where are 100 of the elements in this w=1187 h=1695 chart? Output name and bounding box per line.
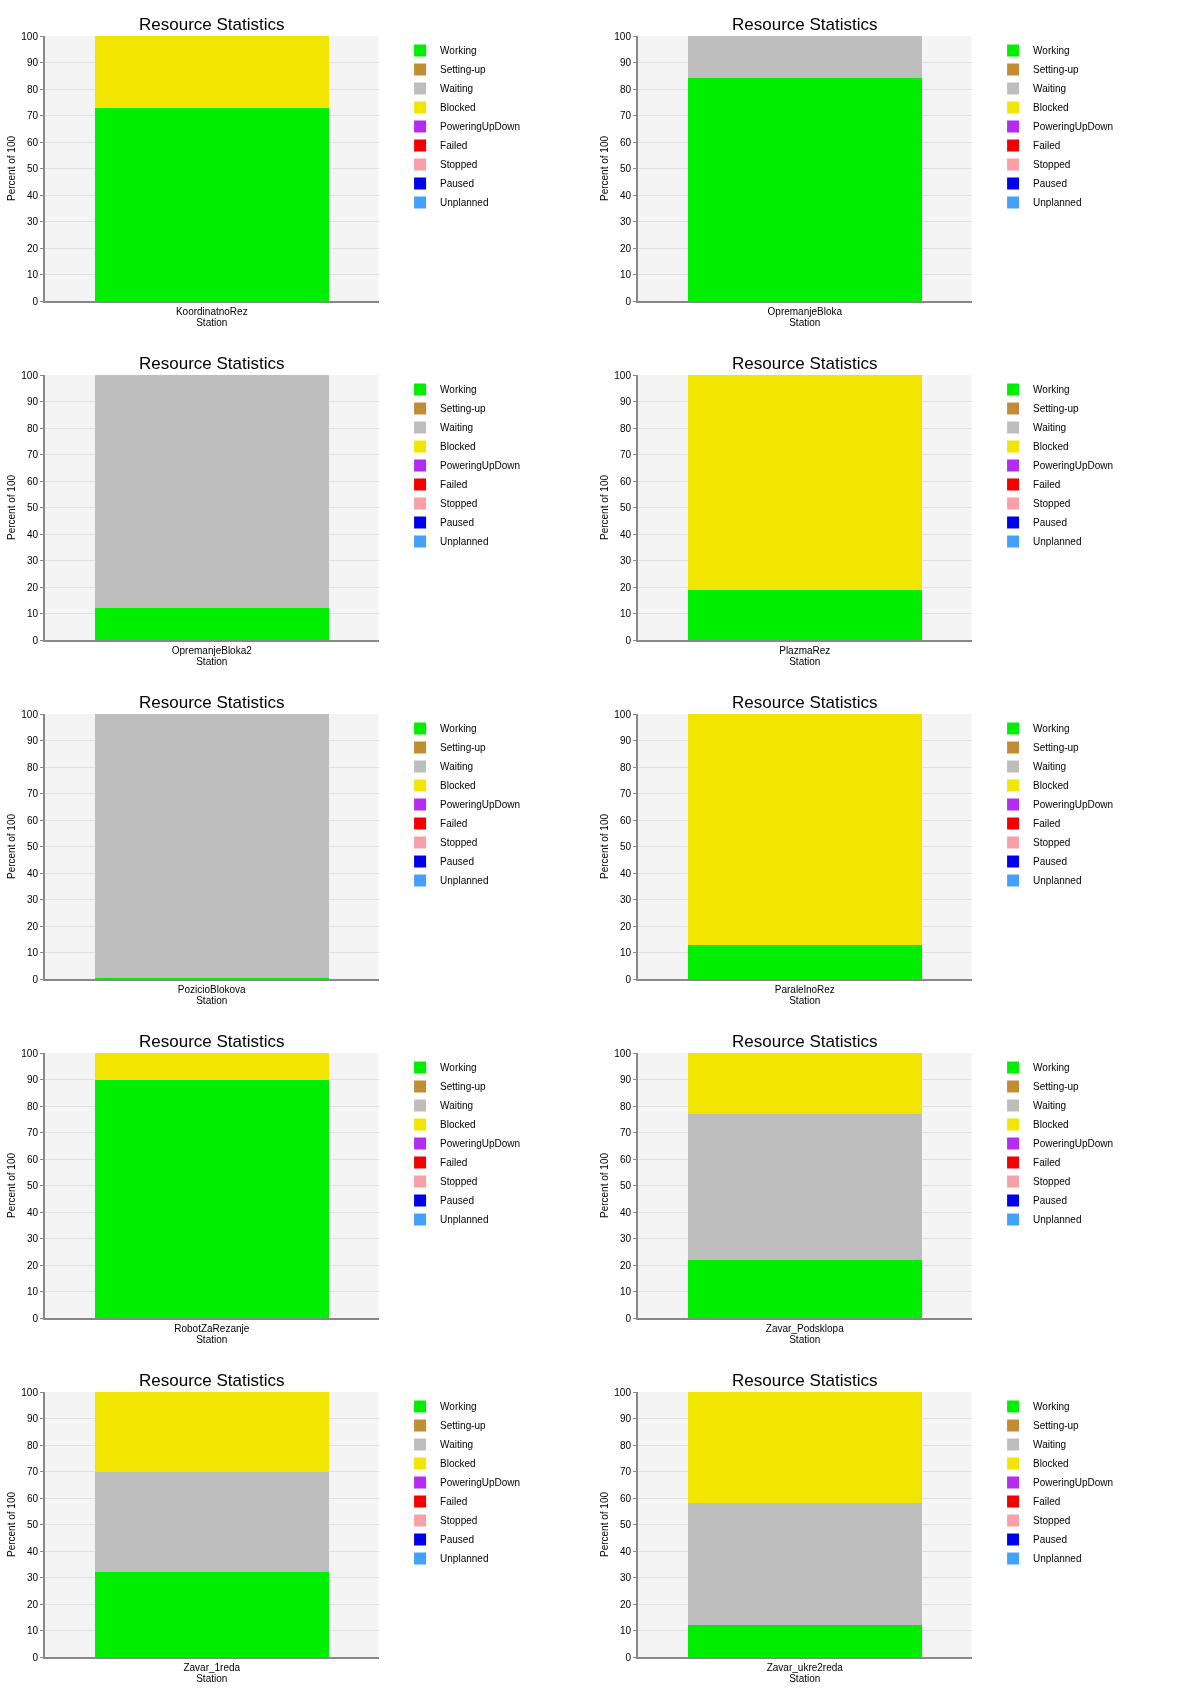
y-tick-label: 60 — [619, 1492, 632, 1504]
legend-label: Unplanned — [440, 875, 489, 887]
legend-label: Waiting — [440, 422, 474, 434]
legend-label: Setting-up — [1033, 1420, 1080, 1432]
legend-label: Waiting — [1033, 422, 1067, 434]
y-tick-label: 70 — [26, 1127, 39, 1138]
y-tick-label: 70 — [26, 449, 39, 460]
y-tick-label: 30 — [26, 894, 39, 905]
legend-label: Stopped — [1033, 498, 1071, 510]
y-tick-label: 100 — [614, 1047, 632, 1059]
legend-label: Waiting — [1033, 761, 1067, 773]
legend-label: Stopped — [440, 498, 478, 510]
y-tick-label: 100 — [614, 708, 632, 720]
y-axis-title: Percent of 100 — [5, 1152, 17, 1219]
legend-label: Working — [1033, 1062, 1070, 1074]
x-tick-label: OpremanjeBloka2 — [171, 645, 253, 656]
chart-title: Resource Statistics — [139, 15, 285, 34]
chart-title: Resource Statistics — [732, 1371, 878, 1390]
x-axis-title: Station — [196, 995, 228, 1006]
y-tick-label: 100 — [21, 369, 39, 381]
chart-title: Resource Statistics — [732, 1032, 878, 1051]
y-tick-label: 50 — [26, 1519, 39, 1530]
legend-label: Failed — [440, 818, 468, 830]
y-tick-label: 60 — [619, 475, 632, 487]
y-tick-label: 40 — [26, 189, 39, 201]
y-tick-label: 10 — [26, 947, 39, 958]
x-tick-label: PlazmaRez — [779, 645, 831, 656]
y-tick-label: 80 — [619, 83, 632, 95]
y-tick-label: 40 — [619, 528, 632, 540]
y-tick-label: 70 — [619, 788, 632, 799]
chart-title: Resource Statistics — [139, 354, 285, 373]
x-tick-label: OpremanjeBloka — [767, 306, 843, 317]
legend-label: PoweringUpDown — [1033, 460, 1114, 472]
y-tick-label: 90 — [26, 396, 39, 407]
x-tick-label: KoordinatnoRez — [175, 306, 248, 317]
y-tick-label: 70 — [619, 110, 632, 121]
y-tick-label: 10 — [26, 1286, 39, 1297]
legend-label: Setting-up — [1033, 1081, 1080, 1093]
chart-title: Resource Statistics — [139, 1032, 285, 1051]
y-tick-label: 20 — [26, 1259, 39, 1271]
legend-label: Failed — [440, 479, 468, 491]
y-tick-label: 60 — [619, 814, 632, 826]
x-axis-title: Station — [789, 656, 821, 667]
y-tick-label: 100 — [21, 1386, 39, 1398]
legend-label: Failed — [440, 1157, 468, 1169]
y-tick-label: 30 — [619, 1572, 632, 1583]
y-axis-title: Percent of 100 — [5, 135, 17, 202]
y-tick-label: 30 — [619, 894, 632, 905]
legend-label: PoweringUpDown — [1033, 121, 1114, 133]
y-axis-title: Percent of 100 — [598, 474, 610, 541]
legend-label: Stopped — [440, 837, 478, 849]
y-tick-label: 90 — [26, 57, 39, 68]
y-tick-label: 20 — [619, 581, 632, 593]
y-tick-label: 20 — [26, 920, 39, 932]
legend-label: Waiting — [440, 1100, 474, 1112]
y-tick-label: 20 — [619, 920, 632, 932]
chart-title: Resource Statistics — [732, 693, 878, 712]
legend-label: Blocked — [1033, 1458, 1069, 1470]
legend-label: Working — [1033, 45, 1070, 57]
y-tick-label: 90 — [26, 1074, 39, 1085]
y-axis-title: Percent of 100 — [5, 1491, 17, 1558]
y-tick-label: 100 — [614, 1386, 632, 1398]
y-tick-label: 30 — [619, 1233, 632, 1244]
y-tick-label: 80 — [26, 422, 39, 434]
x-axis-title: Station — [196, 1334, 228, 1345]
y-tick-label: 90 — [619, 1413, 632, 1424]
y-tick-label: 90 — [619, 57, 632, 68]
legend-label: Setting-up — [440, 1420, 487, 1432]
y-tick-label: 70 — [26, 110, 39, 121]
y-axis-title: Percent of 100 — [598, 1491, 610, 1558]
x-axis-title: Station — [196, 1673, 228, 1684]
legend-label: Working — [440, 1062, 477, 1074]
chart-title: Resource Statistics — [139, 1371, 285, 1390]
x-axis-title: Station — [789, 995, 821, 1006]
legend-label: Paused — [1033, 517, 1067, 529]
legend-label: Paused — [1033, 856, 1067, 868]
legend-label: Setting-up — [1033, 742, 1080, 754]
y-tick-label: 40 — [26, 1545, 39, 1557]
legend-label: Unplanned — [1033, 536, 1082, 548]
legend-label: PoweringUpDown — [1033, 1138, 1114, 1150]
legend-label: Setting-up — [440, 403, 487, 415]
y-tick-label: 90 — [619, 1074, 632, 1085]
y-tick-label: 50 — [26, 502, 39, 513]
y-tick-label: 20 — [26, 581, 39, 593]
y-tick-label: 10 — [26, 1625, 39, 1636]
legend-label: Unplanned — [1033, 1553, 1082, 1565]
x-axis-title: Station — [196, 656, 228, 667]
y-tick-label: 40 — [619, 1206, 632, 1218]
x-tick-label: Zavar_Podsklopa — [765, 1323, 845, 1334]
y-tick-label: 10 — [619, 269, 632, 280]
legend-label: Stopped — [1033, 1515, 1071, 1527]
y-tick-label: 80 — [619, 1439, 632, 1451]
x-tick-label: ParalelnoRez — [774, 984, 835, 995]
y-tick-label: 30 — [26, 555, 39, 566]
y-tick-label: 80 — [619, 1100, 632, 1112]
y-tick-label: 0 — [32, 634, 39, 646]
legend-label: Stopped — [440, 1515, 478, 1527]
legend-label: Waiting — [440, 83, 474, 95]
legend-label: Paused — [440, 1195, 474, 1207]
legend-label: Blocked — [1033, 102, 1069, 114]
